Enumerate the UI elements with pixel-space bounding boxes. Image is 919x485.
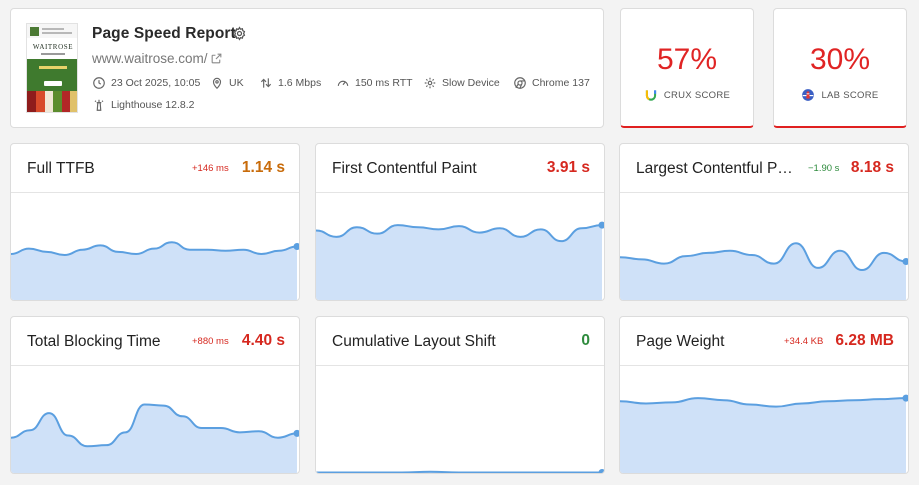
metric-card-lcp[interactable]: Largest Contentful P… −1.90 s 8.18 s	[619, 143, 909, 301]
page-url[interactable]: www.waitrose.com/	[92, 51, 208, 66]
sparkline-latest-point	[293, 243, 299, 250]
metric-value: 0	[581, 332, 590, 349]
meta-location: UK	[210, 76, 244, 90]
meta-date-text: 23 Oct 2025, 10:05	[111, 77, 201, 89]
chrome-icon	[514, 77, 526, 89]
lighthouse-icon	[94, 99, 104, 111]
metric-delta: +880 ms	[192, 336, 229, 347]
gauge-icon	[337, 80, 349, 87]
sparkline-area	[11, 242, 297, 300]
location-pin-icon	[212, 77, 222, 90]
meta-bandwidth-text: 1.6 Mbps	[278, 77, 322, 89]
lab-score-label: LAB SCORE	[821, 89, 879, 101]
meta-lighthouse: Lighthouse 12.8.2	[92, 98, 195, 112]
metric-card-ttfb[interactable]: Full TTFB +146 ms 1.14 s	[10, 143, 300, 301]
lighthouse-logo-icon	[802, 89, 815, 101]
gear-icon[interactable]	[232, 26, 247, 41]
trend-sparkline	[316, 221, 604, 300]
trend-sparkline	[316, 468, 604, 473]
page-title: Page Speed Report	[92, 25, 236, 42]
meta-browser: Chrome 137	[513, 76, 590, 90]
bandwidth-icon	[260, 78, 272, 88]
metric-name: Page Weight	[636, 333, 725, 350]
metric-card-fcp[interactable]: First Contentful Paint 3.91 s	[315, 143, 605, 301]
meta-rtt-text: 150 ms RTT	[355, 77, 413, 89]
trend-sparkline	[11, 241, 299, 300]
metric-name: First Contentful Paint	[332, 160, 477, 177]
metric-value: 3.91 s	[546, 159, 590, 176]
crux-score-card[interactable]: 57% CRUX SCORE	[620, 8, 754, 128]
meta-browser-text: Chrome 137	[532, 77, 590, 89]
meta-location-text: UK	[229, 77, 244, 89]
sparkline-latest-point	[902, 257, 908, 265]
cpu-gear-icon	[424, 77, 436, 89]
sparkline-line	[316, 224, 603, 243]
metric-name: Cumulative Layout Shift	[332, 333, 496, 350]
lab-score-value: 30%	[809, 43, 871, 76]
sparkline-line	[11, 403, 298, 448]
page-thumbnail[interactable]: WAITROSE	[26, 23, 78, 113]
metric-delta: −1.90 s	[808, 163, 840, 174]
trend-sparkline	[620, 242, 908, 300]
metric-value: 1.14 s	[241, 159, 285, 176]
meta-date: 23 Oct 2025, 10:05	[92, 76, 200, 90]
metric-delta: +34.4 KB	[784, 336, 824, 347]
sparkline-line	[11, 241, 298, 257]
meta-device: Slow Device	[423, 76, 500, 90]
meta-device-text: Slow Device	[442, 77, 500, 89]
meta-bandwidth: 1.6 Mbps	[259, 76, 321, 90]
clock-icon	[93, 77, 105, 89]
sparkline-latest-point	[598, 221, 604, 229]
metric-name: Full TTFB	[27, 160, 95, 177]
sparkline-latest-point	[293, 429, 299, 437]
sparkline-line	[620, 242, 907, 272]
sparkline-line	[316, 470, 602, 473]
crux-logo-icon	[645, 90, 656, 101]
sparkline-area	[316, 225, 602, 300]
sparkline-line	[620, 397, 907, 408]
sparkline-latest-point	[598, 468, 604, 473]
sparkline-latest-point	[902, 394, 908, 402]
sparkline-area	[11, 404, 297, 473]
metric-value: 8.18 s	[850, 159, 894, 176]
metric-delta: +146 ms	[192, 163, 229, 174]
thumbnail-brand: WAITROSE	[32, 43, 74, 51]
external-link-icon[interactable]	[210, 52, 223, 65]
crux-score-label: CRUX SCORE	[663, 89, 731, 101]
lab-score-card[interactable]: 30% LAB SCORE	[773, 8, 907, 128]
metric-value: 6.28 MB	[835, 332, 894, 349]
metric-value: 4.40 s	[241, 332, 285, 349]
report-card: WAITROSE Page Speed Report www.waitrose.…	[10, 8, 604, 128]
trend-sparkline	[620, 394, 908, 473]
meta-rtt: 150 ms RTT	[336, 76, 413, 90]
metric-card-cls[interactable]: Cumulative Layout Shift 0	[315, 316, 605, 474]
trend-sparkline	[11, 403, 299, 473]
metric-card-tbt[interactable]: Total Blocking Time +880 ms 4.40 s	[10, 316, 300, 474]
metric-card-page-weight[interactable]: Page Weight +34.4 KB 6.28 MB	[619, 316, 909, 474]
crux-score-value: 57%	[656, 43, 718, 76]
metric-name: Largest Contentful P…	[636, 160, 793, 177]
sparkline-area	[620, 243, 906, 300]
meta-lighthouse-text: Lighthouse 12.8.2	[111, 99, 195, 111]
sparkline-area	[620, 398, 906, 473]
metric-name: Total Blocking Time	[27, 333, 161, 350]
